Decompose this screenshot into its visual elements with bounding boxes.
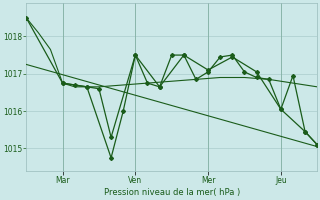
X-axis label: Pression niveau de la mer( hPa ): Pression niveau de la mer( hPa ) <box>104 188 240 197</box>
